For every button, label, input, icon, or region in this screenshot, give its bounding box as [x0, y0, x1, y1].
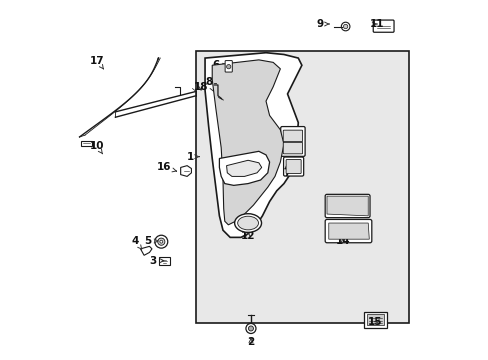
Text: 14: 14: [335, 236, 350, 246]
Polygon shape: [81, 140, 92, 146]
Polygon shape: [326, 196, 367, 216]
Text: 12: 12: [241, 231, 255, 240]
Ellipse shape: [234, 214, 261, 232]
FancyBboxPatch shape: [280, 127, 305, 156]
FancyBboxPatch shape: [285, 159, 301, 174]
Text: 16: 16: [156, 162, 176, 172]
Text: 17: 17: [90, 56, 104, 69]
Text: 3: 3: [149, 256, 163, 266]
Text: 4: 4: [131, 236, 142, 249]
FancyBboxPatch shape: [372, 20, 393, 32]
FancyBboxPatch shape: [283, 142, 302, 154]
FancyBboxPatch shape: [159, 257, 169, 265]
FancyBboxPatch shape: [325, 220, 371, 243]
Circle shape: [248, 326, 253, 331]
Text: 5: 5: [144, 236, 158, 246]
Text: 1: 1: [186, 152, 199, 162]
Text: 8: 8: [205, 77, 213, 91]
Text: 18: 18: [193, 82, 207, 92]
Polygon shape: [180, 166, 191, 176]
Ellipse shape: [237, 216, 258, 230]
Polygon shape: [328, 223, 368, 239]
Polygon shape: [219, 151, 269, 185]
Circle shape: [341, 22, 349, 31]
Polygon shape: [226, 160, 261, 176]
FancyBboxPatch shape: [283, 130, 302, 141]
FancyBboxPatch shape: [196, 51, 408, 323]
FancyBboxPatch shape: [364, 312, 386, 328]
Polygon shape: [204, 53, 301, 237]
Circle shape: [245, 323, 255, 333]
Text: 15: 15: [367, 317, 382, 327]
Circle shape: [343, 24, 347, 29]
Circle shape: [160, 240, 163, 243]
FancyBboxPatch shape: [325, 194, 369, 218]
Text: 11: 11: [369, 19, 384, 29]
Circle shape: [155, 235, 167, 248]
FancyBboxPatch shape: [283, 157, 303, 176]
Polygon shape: [140, 246, 152, 255]
Text: 6: 6: [212, 60, 226, 70]
Text: 2: 2: [247, 337, 254, 347]
Circle shape: [226, 64, 230, 69]
Text: 9: 9: [316, 19, 328, 29]
Polygon shape: [212, 60, 284, 225]
Circle shape: [158, 238, 164, 245]
Text: 7: 7: [283, 165, 290, 178]
FancyBboxPatch shape: [366, 315, 383, 325]
FancyBboxPatch shape: [224, 60, 232, 72]
Text: 10: 10: [89, 141, 104, 154]
Text: 13: 13: [330, 198, 344, 208]
